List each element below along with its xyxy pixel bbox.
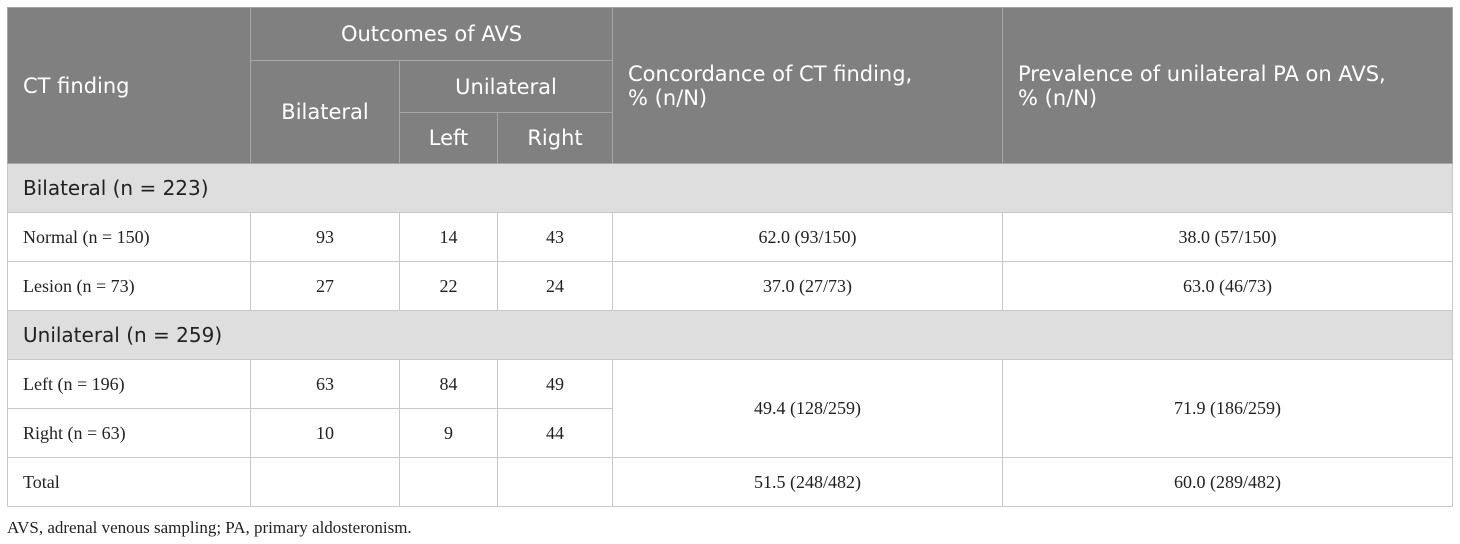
cell: 37.0 (27/73) [612,261,1003,311]
section-row: Bilateral (n = 223) [7,163,1453,213]
row: Normal (n = 150) 93 14 43 62.0 (93/150) … [7,212,1453,262]
cell: 38.0 (57/150) [1002,212,1453,262]
total-row: Total 51.5 (248/482) 60.0 (289/482) [7,457,1453,507]
cell: Right (n = 63) [7,408,251,458]
header-cell: Prevalence of unilateral PA on AVS,% (n/… [1002,7,1453,164]
header-line: % (n/N) [628,85,708,110]
header-cell: CT finding [7,7,251,164]
header-cell: Left [399,112,498,164]
header-cell: Concordance of CT finding,% (n/N) [612,7,1003,164]
row: Lesion (n = 73) 27 22 24 37.0 (27/73) 63… [7,261,1453,311]
header-line: Concordance of CT finding, [628,61,913,86]
cell: 43 [497,212,613,262]
cell: 9 [399,408,498,458]
row: Left (n = 196) 63 84 49 49.4 (128/259) 7… [7,359,1453,458]
cell: 60.0 (289/482) [1002,457,1453,507]
table-header: CT finding Outcomes of AVS Concordance o… [7,7,1453,164]
cell: Left (n = 196) [7,359,251,409]
cell: 14 [399,212,498,262]
cell: 51.5 (248/482) [612,457,1003,507]
row: Right (n = 63) 10 9 44 [7,408,1453,458]
cell: 24 [497,261,613,311]
cell: 49 [497,359,613,409]
cell: 10 [250,408,400,458]
section-title: Unilateral (n = 259) [7,310,1453,360]
data-table: CT finding Outcomes of AVS Concordance o… [7,7,1453,507]
cell: Total [7,457,251,507]
cell: 93 [250,212,400,262]
cell: Lesion (n = 73) [7,261,251,311]
cell: 63.0 (46/73) [1002,261,1453,311]
header-row: CT finding Outcomes of AVS Concordance o… [7,7,1453,164]
header-line: % (n/N) [1018,85,1098,110]
cell: 84 [399,359,498,409]
merged-cell: 71.9 (186/259) [1002,359,1453,458]
cell: 63 [250,359,400,409]
header-line: Prevalence of unilateral PA on AVS, [1018,61,1386,86]
header-row: Bilateral Unilateral [8,60,1453,164]
cell: 62.0 (93/150) [612,212,1003,262]
empty-cell [250,457,400,507]
header-cell: Bilateral [250,60,400,164]
header-cell: Right [497,112,613,164]
table-body: Bilateral (n = 223) Normal (n = 150) 93 … [7,163,1453,507]
merged-cell: 49.4 (128/259) [612,359,1003,458]
cell: 22 [399,261,498,311]
cell: 27 [250,261,400,311]
section-title: Bilateral (n = 223) [7,163,1453,213]
empty-cell [497,457,613,507]
header-cell: Outcomes of AVS [250,7,613,61]
cell: 44 [497,408,613,458]
section-row: Unilateral (n = 259) [7,310,1453,360]
empty-cell [399,457,498,507]
cell: Normal (n = 150) [7,212,251,262]
footnote: AVS, adrenal venous sampling; PA, primar… [7,518,412,537]
header-cell: Unilateral [399,60,613,113]
